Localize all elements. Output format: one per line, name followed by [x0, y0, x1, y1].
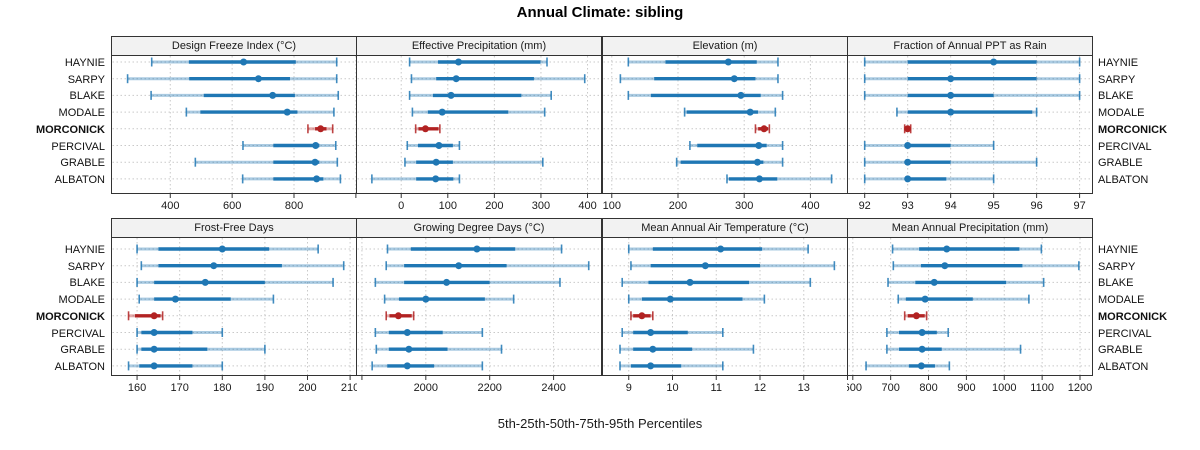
site-label: MODALE [1098, 294, 1145, 307]
svg-text:12: 12 [754, 382, 766, 394]
svg-text:1100: 1100 [1030, 382, 1054, 394]
site-label: PERCIVAL [1098, 327, 1152, 340]
site-label: MORCONICK [1098, 123, 1168, 136]
svg-text:190: 190 [256, 382, 274, 394]
panel-header: Effective Precipitation (mm) [356, 36, 602, 56]
svg-text:100: 100 [439, 200, 457, 212]
svg-text:200: 200 [669, 200, 687, 212]
panel-frost-free-days: Frost-Free Days 160 170 180 190 200 210 [111, 218, 357, 395]
site-label: MORCONICK [35, 310, 105, 323]
panel-header: Elevation (m) [602, 36, 848, 56]
site-label: BLAKE [69, 90, 105, 103]
site-label: SARPY [67, 260, 105, 273]
svg-text:400: 400 [578, 200, 596, 212]
site-label: ALBATON [54, 360, 105, 373]
svg-text:2000: 2000 [414, 382, 438, 394]
site-label: SARPY [67, 73, 105, 86]
panel-header: Frost-Free Days [111, 218, 357, 238]
site-label: PERCIVAL [51, 327, 105, 340]
panel-header: Fraction of Annual PPT as Rain [847, 36, 1093, 56]
chart-title: Annual Climate: sibling [516, 4, 684, 21]
site-label: HAYNIE [64, 57, 105, 69]
svg-text:1200: 1200 [1068, 382, 1092, 394]
svg-text:1000: 1000 [992, 382, 1016, 394]
svg-text:11: 11 [711, 382, 722, 394]
svg-text:180: 180 [213, 382, 231, 394]
svg-text:100: 100 [603, 200, 621, 212]
site-label: MORCONICK [35, 123, 105, 136]
svg-text:600: 600 [847, 382, 862, 394]
svg-text:95: 95 [988, 200, 1000, 212]
site-label: PERCIVAL [51, 140, 105, 153]
svg-text:600: 600 [223, 200, 241, 212]
site-label: MODALE [1098, 107, 1145, 120]
svg-text:92: 92 [859, 200, 871, 212]
svg-text:9: 9 [626, 382, 632, 394]
svg-text:97: 97 [1073, 200, 1085, 212]
panel-plot-svg: 92 93 94 95 96 97 [847, 55, 1093, 212]
percentiles-caption: 5th-25th-50th-75th-95th Percentiles [497, 416, 703, 431]
svg-text:96: 96 [1030, 200, 1042, 212]
svg-text:800: 800 [919, 382, 937, 394]
svg-text:210: 210 [341, 382, 357, 394]
panel-header: Growing Degree Days (°C) [356, 218, 602, 238]
svg-text:10: 10 [666, 382, 678, 394]
site-label: MODALE [58, 294, 105, 307]
svg-text:800: 800 [285, 200, 303, 212]
panel-plot-svg: 100 200 300 400 [602, 55, 848, 212]
panel-mean-annual-precipitation: Mean Annual Precipitation (mm) 600 700 800… [847, 218, 1093, 395]
site-label: GRABLE [60, 344, 105, 357]
panel-plot-svg: 0 100 200 300 400 [356, 55, 602, 212]
svg-text:0: 0 [398, 200, 404, 212]
site-label: BLAKE [1098, 90, 1134, 103]
svg-text:2400: 2400 [541, 382, 565, 394]
svg-text:93: 93 [902, 200, 914, 212]
svg-text:400: 400 [161, 200, 179, 212]
panel-design-freeze-index: Design Freeze Index (°C) 400 600 800 [111, 36, 357, 213]
site-label: GRABLE [1098, 157, 1143, 170]
svg-text:160: 160 [128, 382, 146, 394]
site-label: SARPY [1098, 260, 1136, 273]
site-label: HAYNIE [64, 244, 105, 256]
panel-plot-svg: 9 10 11 12 13 [602, 237, 848, 394]
panel-header: Mean Annual Air Temperature (°C) [602, 218, 848, 238]
panel-effective-precipitation: Effective Precipitation (mm) 0 100 200 300 4… [356, 36, 602, 213]
svg-text:200: 200 [485, 200, 503, 212]
site-label: BLAKE [1098, 277, 1134, 290]
site-label: HAYNIE [1098, 244, 1139, 256]
panel-header: Mean Annual Precipitation (mm) [847, 218, 1093, 238]
panel-fraction-ppt-rain: Fraction of Annual PPT as Rain 92 93 94 95 9… [847, 36, 1093, 213]
panel-mean-annual-air-temperature: Mean Annual Air Temperature (°C) 9 10 11 12… [602, 218, 848, 395]
panel-plot-svg: 2000 2200 2400 [356, 237, 602, 394]
panel-plot-svg: 600 700 800 900 1000 1100 1200 [847, 237, 1093, 394]
svg-text:300: 300 [532, 200, 550, 212]
panel-plot-svg: 400 600 800 [111, 55, 357, 212]
site-label: BLAKE [69, 277, 105, 290]
svg-text:2200: 2200 [477, 382, 501, 394]
panel-header: Design Freeze Index (°C) [111, 36, 357, 56]
site-label: GRABLE [1098, 344, 1143, 357]
svg-text:300: 300 [735, 200, 753, 212]
site-label: GRABLE [60, 157, 105, 170]
site-label: HAYNIE [1098, 57, 1139, 69]
panel-elevation: Elevation (m) 100 200 300 400 [602, 36, 848, 213]
svg-text:400: 400 [801, 200, 819, 212]
svg-text:900: 900 [957, 382, 975, 394]
svg-text:170: 170 [170, 382, 188, 394]
site-label: SARPY [1098, 73, 1136, 86]
site-label: PERCIVAL [1098, 140, 1152, 153]
svg-text:13: 13 [798, 382, 810, 394]
site-label: MORCONICK [1098, 310, 1168, 323]
svg-text:700: 700 [881, 382, 899, 394]
site-label: ALBATON [1098, 173, 1149, 186]
svg-text:94: 94 [945, 200, 957, 212]
site-label: ALBATON [54, 173, 105, 186]
panel-growing-degree-days: Growing Degree Days (°C) 2000 2200 2400 [356, 218, 602, 395]
svg-text:200: 200 [298, 382, 316, 394]
site-label: ALBATON [1098, 360, 1149, 373]
panel-plot-svg: 160 170 180 190 200 210 [111, 237, 357, 394]
site-label: MODALE [58, 107, 105, 120]
